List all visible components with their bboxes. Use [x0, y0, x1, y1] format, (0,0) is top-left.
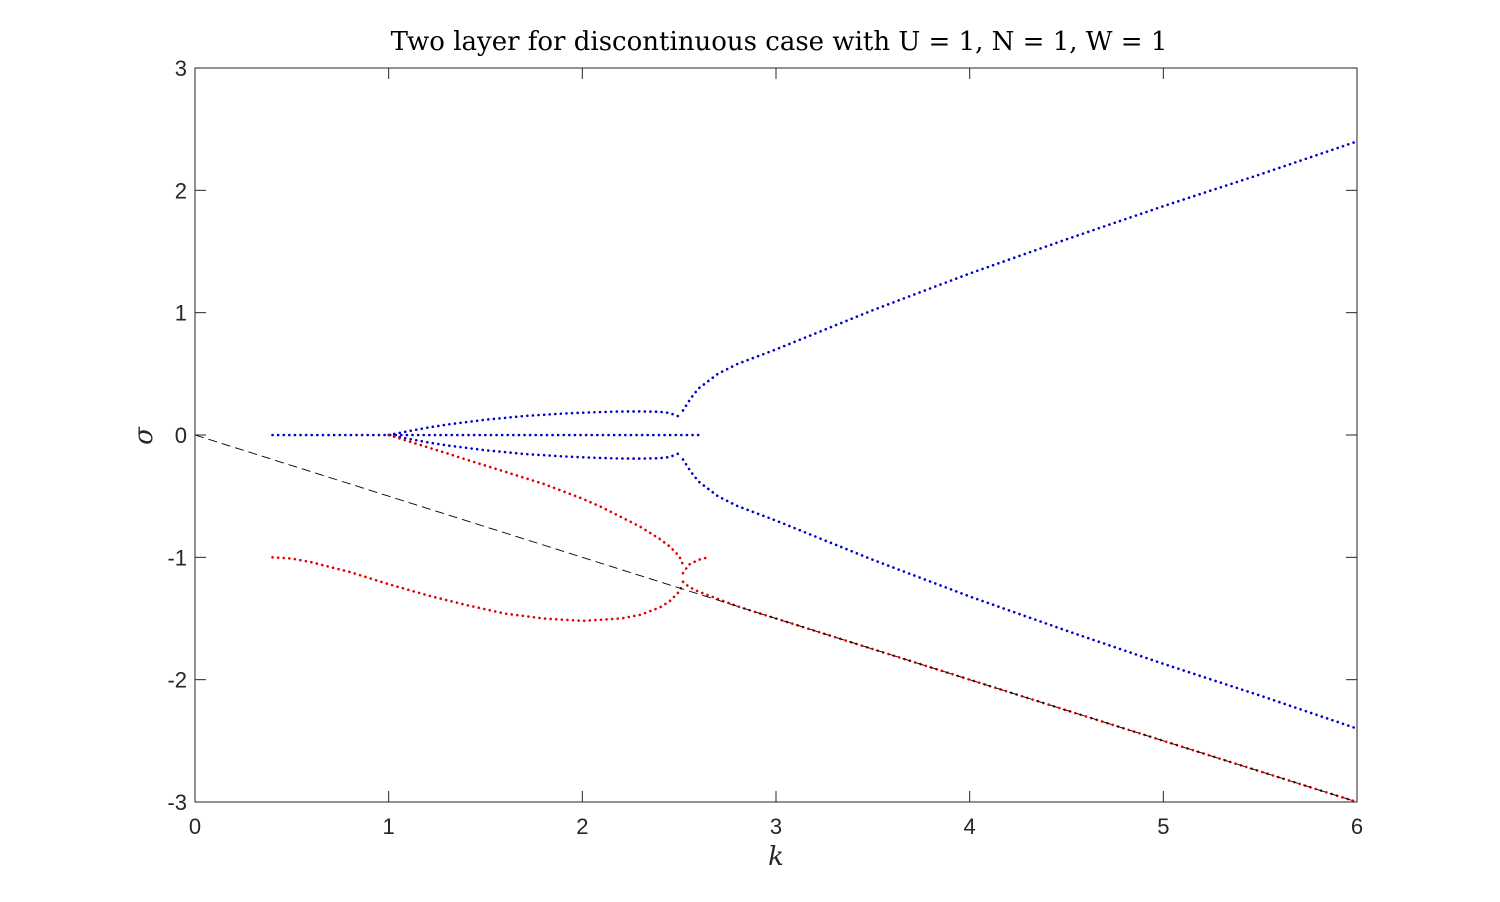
y-axis: -3 -2 -1 0 1 2 3	[167, 56, 1357, 815]
y-axis-label: σ	[129, 426, 159, 445]
x-tick-label: 2	[576, 814, 588, 839]
y-tick-label: 0	[175, 423, 187, 448]
x-tick-label: 5	[1157, 814, 1169, 839]
series-dashed-curve-0	[194, 434, 1358, 803]
chart-title: Two layer for discontinuous case with U …	[391, 27, 1168, 57]
series-red-curve-1	[271, 556, 685, 623]
series-blue-curve-2	[387, 433, 681, 460]
y-tick-label: -1	[167, 545, 187, 570]
x-tick-label: 1	[383, 814, 395, 839]
series-red-curve-2	[681, 556, 710, 575]
x-tick-label: 3	[770, 814, 782, 839]
y-tick-label: -3	[167, 790, 187, 815]
plot-area-frame	[194, 67, 1358, 803]
x-axis-label: k	[768, 842, 784, 872]
series-blue-curve-3	[681, 140, 1359, 412]
x-axis: 0 1 2 3 4 5 6	[189, 68, 1363, 839]
x-tick-label: 6	[1351, 814, 1363, 839]
y-tick-label: 3	[175, 56, 187, 81]
y-tick-label: 2	[175, 178, 187, 203]
y-tick-label: 1	[175, 301, 187, 326]
y-tick-label: -2	[167, 668, 187, 693]
series-red-curve-0	[387, 433, 685, 566]
plot-series	[194, 140, 1359, 804]
x-tick-label: 4	[964, 814, 976, 839]
series-blue-curve-4	[681, 458, 1359, 730]
series-blue-curve-1	[387, 410, 681, 437]
x-tick-label: 0	[189, 814, 201, 839]
